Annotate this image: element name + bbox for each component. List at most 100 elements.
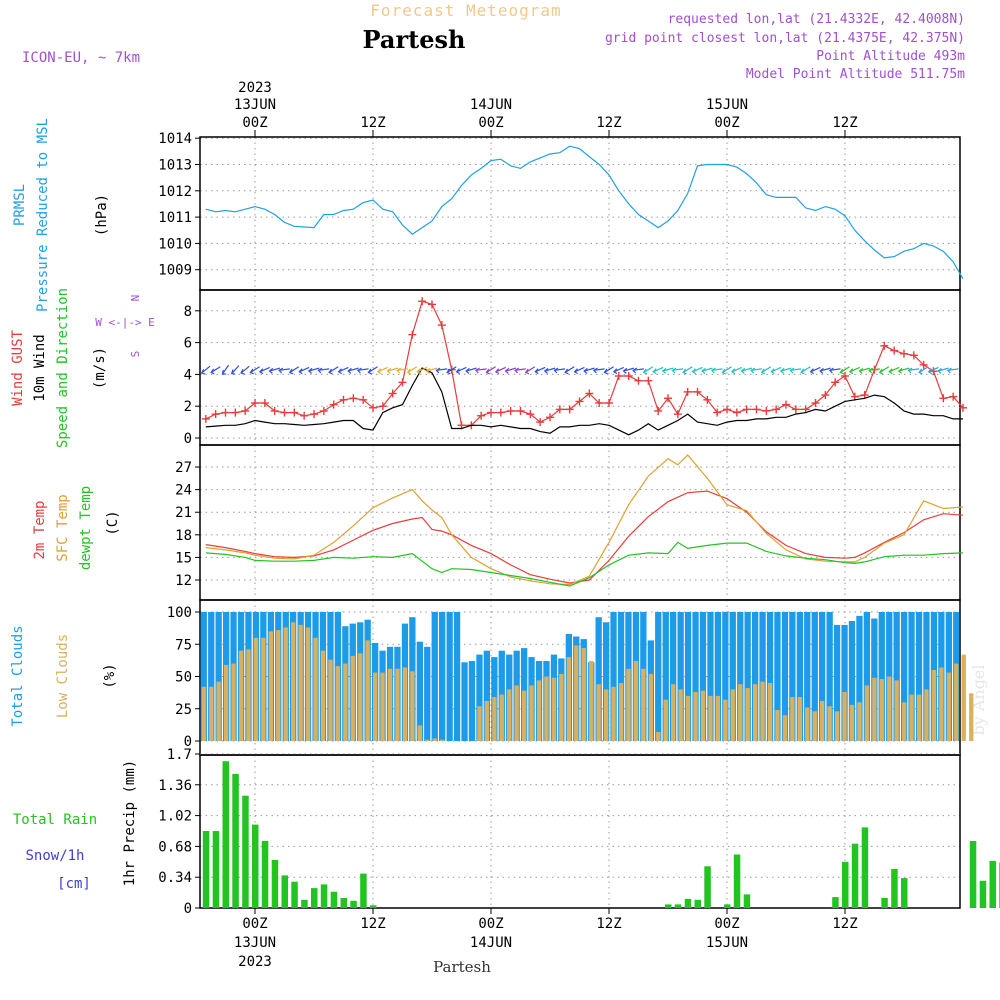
low-cloud-bar (767, 683, 773, 741)
wind-arrow (800, 366, 811, 375)
location-title: Partesh (363, 25, 466, 54)
total-cloud-bar (603, 622, 610, 741)
wind-arrow (682, 366, 693, 375)
low-cloud-bar (663, 699, 668, 741)
wind-arrow (612, 366, 624, 375)
snow-unit-label: [cm] (57, 876, 91, 892)
sfc-temp-line (205, 454, 964, 586)
gust-marker (545, 413, 554, 422)
gust-marker (919, 360, 928, 369)
wind-arrow (328, 366, 339, 375)
low-cloud-bar (700, 690, 706, 741)
rain-bars (202, 761, 1000, 908)
time-tick-label: 14JUN (470, 935, 512, 951)
rain-bar (842, 861, 849, 908)
gust-marker (781, 400, 790, 409)
low-cloud-bar (492, 697, 497, 741)
rain-bar (665, 904, 672, 908)
total-cloud-bar (722, 612, 729, 741)
rain-bar (320, 884, 328, 908)
total-cloud-bar (915, 612, 923, 741)
rain-bar (212, 831, 220, 908)
low-cloud-bar (969, 693, 974, 741)
y-tick-label: 0 (184, 901, 192, 917)
low-cloud-bar (678, 689, 683, 741)
wind-arrow (288, 366, 300, 375)
gust-marker (693, 387, 702, 396)
low-cloud-bar (477, 706, 482, 741)
total-cloud-bar (684, 612, 692, 741)
rain-bar (360, 873, 367, 908)
y-tick-label: 27 (175, 460, 192, 476)
time-tick-label: 13JUN (234, 97, 276, 113)
gust-marker (427, 300, 436, 309)
gust-marker (359, 395, 368, 404)
gust-marker (821, 391, 830, 400)
low-cloud-bar (544, 676, 549, 741)
gust-marker (339, 395, 348, 404)
compass-north: N (129, 295, 142, 302)
low-cloud-bar (589, 661, 594, 741)
rain-bar (724, 904, 731, 908)
total-cloud-bar (707, 612, 714, 741)
low-cloud-bar (626, 668, 631, 741)
gust-marker (506, 406, 515, 415)
wind-arrow (701, 367, 713, 374)
gust-marker (251, 399, 259, 408)
precip-unit: 1hr Precip (mm) (122, 760, 138, 886)
low-cloud-bar (522, 690, 527, 741)
time-axis-bottom: 00Z 13JUN 2023 12Z 00Z 14JUN 12Z 00Z 15JUN 12Z (234, 908, 858, 970)
y-tick-label: 24 (175, 483, 192, 499)
low-cloud-bar (708, 695, 713, 741)
gust-marker (477, 411, 486, 420)
gust-marker (772, 405, 781, 414)
wind-arrow (494, 366, 506, 375)
panel-temperature: 12 15 18 21 24 27 (175, 444, 961, 601)
low-cloud-bar (261, 637, 266, 741)
y-tick-label: 1.02 (158, 809, 192, 825)
meteogram-title: Forecast Meteogram (370, 1, 561, 20)
total-cloud-bar (714, 612, 721, 741)
low-cloud-bar (916, 694, 922, 741)
total-cloud-bar (424, 646, 431, 741)
low-cloud-bar (328, 659, 333, 741)
gust-marker (231, 408, 240, 417)
gust-marker (713, 408, 722, 417)
total-cloud-bar (208, 612, 215, 741)
low-cloud-bar (231, 663, 236, 741)
y-tick-label: 12 (175, 573, 192, 589)
rain-bar (242, 795, 249, 908)
gust-marker (624, 371, 633, 380)
sfc-temp-label: SFC Temp (55, 494, 71, 561)
gust-marker (496, 408, 505, 417)
low-cloud-bar (820, 701, 825, 741)
requested-coords: requested lon,lat (21.4332E, 42.4008N) (668, 12, 965, 27)
low-cloud-bar (834, 711, 840, 741)
pressure-label-long: Pressure Reduced to MSL (35, 118, 51, 312)
rain-bar (861, 827, 869, 908)
low-cloud-bar (305, 627, 311, 741)
gust-marker (329, 400, 338, 409)
wind-arrow (622, 367, 635, 374)
low-cloud-bar (745, 688, 750, 741)
low-cloud-bar (440, 739, 445, 741)
low-cloud-bar (842, 692, 847, 741)
wind-arrow (564, 366, 575, 375)
wind-arrow (446, 366, 457, 375)
dewpt-label: dewpt Temp (78, 486, 94, 570)
total-cloud-bar (901, 612, 908, 741)
total-cloud-bar (878, 612, 885, 741)
low-cloud-bar (276, 630, 281, 741)
rain-bar (891, 869, 898, 908)
wind-arrow (386, 367, 399, 374)
y-tick-label: 15 (175, 550, 192, 566)
gust-marker (437, 321, 446, 330)
gust-marker (398, 378, 407, 387)
low-cloud-bar (536, 680, 542, 741)
total-cloud-bar (476, 654, 483, 741)
gust-marker (909, 351, 918, 360)
wind-arrow (927, 366, 939, 375)
time-tick-label: 00Z (714, 115, 739, 131)
gust-marker (309, 410, 318, 419)
panel-frame (199, 136, 961, 291)
